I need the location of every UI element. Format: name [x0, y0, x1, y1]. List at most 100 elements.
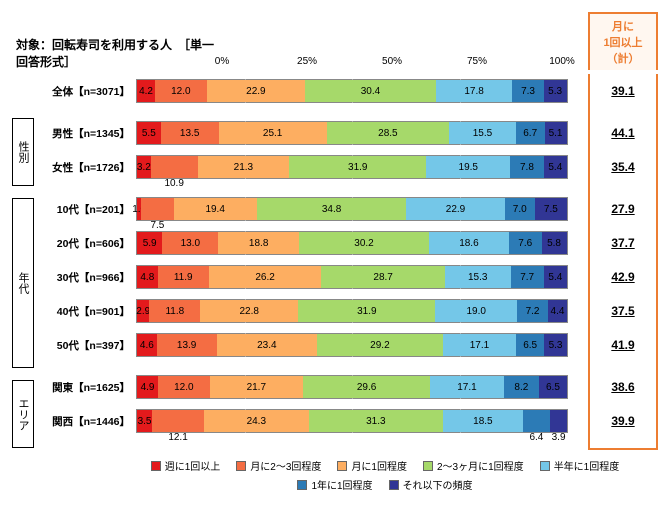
- bar-segment: 5.5: [137, 122, 161, 144]
- row-label: 30代【n=966】: [36, 270, 136, 285]
- legend-item: 月に2～3回程度: [236, 458, 321, 473]
- bar-segment: 28.7: [321, 266, 444, 288]
- bar-segment: 23.4: [217, 334, 318, 356]
- stacked-bar: 4.212.022.930.417.87.35.3: [136, 79, 568, 103]
- bar-segment: 22.9: [406, 198, 504, 220]
- legend-swatch: [540, 461, 550, 471]
- axis-tick: 100%: [549, 56, 575, 67]
- table-row: 20代【n=606】5.913.018.830.218.67.65.8: [36, 226, 588, 260]
- bar-segment: 7.8: [510, 156, 544, 178]
- bar-segment: 17.8: [436, 80, 513, 102]
- bar-segment: 7.5: [141, 198, 173, 220]
- stacked-bar: 4.613.923.429.217.16.55.3: [136, 333, 568, 357]
- bar-segment: 12.0: [158, 376, 210, 398]
- stacked-bar: 5.913.018.830.218.67.65.8: [136, 231, 568, 255]
- bar-segment: 13.0: [162, 232, 218, 254]
- bar-segment: 21.7: [210, 376, 303, 398]
- bar-segment: 4.9: [137, 376, 158, 398]
- stacked-bar: 4.811.926.228.715.37.75.4: [136, 265, 568, 289]
- legend-swatch: [297, 480, 307, 490]
- summary-value: 37.5: [590, 294, 656, 328]
- table-row: 女性【n=1726】3.210.921.331.919.57.85.4: [36, 150, 588, 184]
- stacked-bar: 3.512.124.331.318.56.43.9: [136, 409, 568, 433]
- legend-label: 月に1回程度: [351, 458, 407, 473]
- bar-segment: 7.6: [509, 232, 542, 254]
- group-label: 性別: [12, 118, 34, 186]
- legend-swatch: [151, 461, 161, 471]
- chart-body: 性別年代エリア全体【n=3071】4.212.022.930.417.87.35…: [12, 74, 658, 450]
- summary-value: 27.9: [590, 192, 656, 226]
- axis-tick: 25%: [297, 56, 317, 67]
- group-label: エリア: [12, 380, 34, 448]
- bar-segment: 19.0: [435, 300, 517, 322]
- legend-item: 半年に1回程度: [540, 458, 620, 473]
- bar-segment: 12.1: [152, 410, 204, 432]
- legend-label: 1年に1回程度: [311, 477, 372, 492]
- bar-segment: 5.3: [544, 334, 567, 356]
- bar-segment: 4.6: [137, 334, 157, 356]
- legend-label: 月に2～3回程度: [250, 458, 321, 473]
- table-row: 関東【n=1625】4.912.021.729.617.18.26.5: [36, 370, 588, 404]
- bar-segment: 34.8: [257, 198, 406, 220]
- table-row: 30代【n=966】4.811.926.228.715.37.75.4: [36, 260, 588, 294]
- bar-segment: 7.3: [512, 80, 543, 102]
- bar-segment: 10.9: [151, 156, 198, 178]
- legend-item: 2～3ヶ月に1回程度: [423, 458, 524, 473]
- stacked-bar: 3.210.921.331.919.57.85.4: [136, 155, 568, 179]
- axis-tick: 0%: [215, 56, 229, 67]
- legend-swatch: [389, 480, 399, 490]
- bar-segment: 26.2: [209, 266, 322, 288]
- bar-segment: 6.4: [523, 410, 551, 432]
- bar-segment: 6.5: [516, 334, 544, 356]
- bar-segment: 30.4: [305, 80, 436, 102]
- bar-segment: 3.2: [137, 156, 151, 178]
- bar-segment: 18.6: [429, 232, 509, 254]
- row-label: 10代【n=201】: [36, 202, 136, 217]
- bar-segment: 17.1: [430, 376, 504, 398]
- bar-segment: 31.9: [298, 300, 435, 322]
- legend-label: 週に1回以上: [165, 458, 221, 473]
- bar-segment: 13.5: [161, 122, 219, 144]
- legend-swatch: [337, 461, 347, 471]
- legend-item: 週に1回以上: [151, 458, 221, 473]
- bar-segment: 25.1: [219, 122, 327, 144]
- axis-tick: 75%: [467, 56, 487, 67]
- bar-segment: 5.3: [544, 80, 567, 102]
- row-label: 20代【n=606】: [36, 236, 136, 251]
- summary-value: 37.7: [590, 226, 656, 260]
- legend-item: それ以下の頻度: [389, 477, 473, 492]
- summary-value: 35.4: [590, 150, 656, 184]
- row-label: 関東【n=1625】: [36, 380, 136, 395]
- summary-value: 44.1: [590, 116, 656, 150]
- bar-segment: 6.5: [539, 376, 567, 398]
- row-label: 全体【n=3071】: [36, 84, 136, 99]
- stacked-bar: 5.513.525.128.515.56.75.1: [136, 121, 568, 145]
- table-row: 全体【n=3071】4.212.022.930.417.87.35.3: [36, 74, 588, 108]
- summary-value: 42.9: [590, 260, 656, 294]
- bar-segment: 15.5: [449, 122, 516, 144]
- bar-segment: 30.2: [299, 232, 429, 254]
- bar-segment: 7.0: [505, 198, 535, 220]
- table-row: 関西【n=1446】3.512.124.331.318.56.43.9: [36, 404, 588, 438]
- bar-segment: 21.3: [198, 156, 290, 178]
- bar-segment: 11.9: [158, 266, 209, 288]
- row-label: 女性【n=1726】: [36, 160, 136, 175]
- legend-swatch: [423, 461, 433, 471]
- bar-segment: 22.9: [207, 80, 305, 102]
- bar-segment: 28.5: [327, 122, 450, 144]
- bar-segment: 11.8: [149, 300, 200, 322]
- bar-segment: 5.9: [137, 232, 162, 254]
- bar-segment: 29.6: [303, 376, 430, 398]
- bar-segment: 4.8: [137, 266, 158, 288]
- summary-value: 39.1: [590, 74, 656, 108]
- stacked-bar: 2.911.822.831.919.07.24.4: [136, 299, 568, 323]
- bar-segment: 31.3: [309, 410, 444, 432]
- legend-swatch: [236, 461, 246, 471]
- summary-value: 38.6: [590, 370, 656, 404]
- bar-segment: 3.5: [137, 410, 152, 432]
- chart-header: 対象：回転寿司を利用する人 ［単一回答形式］ 0% 25% 50% 75% 10…: [12, 12, 658, 70]
- chart-title: 対象：回転寿司を利用する人 ［単一回答形式］: [12, 36, 222, 70]
- bar-segment: 7.2: [517, 300, 548, 322]
- bar-segment: 15.3: [445, 266, 511, 288]
- summary-header-line: 月に: [598, 18, 648, 34]
